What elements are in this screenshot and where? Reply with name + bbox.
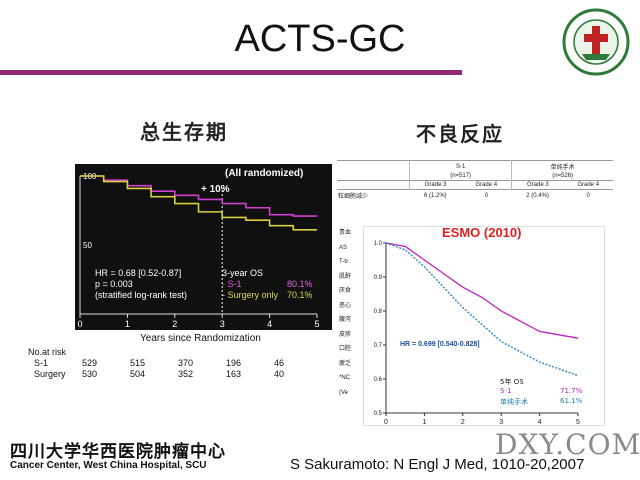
os-heading: 总生存期 bbox=[140, 120, 228, 144]
hospital-logo bbox=[562, 8, 630, 76]
risk-row: S-1 529 515 370 196 46 bbox=[28, 357, 304, 368]
ae-side-label: *NC bbox=[339, 375, 351, 381]
ae-side-labels: 贵血 AS T-b 肌酐厌食恶心腹泻皮疹口腔疲乏 *NC (Ve bbox=[339, 226, 351, 400]
ae-side-label: 恶心 bbox=[339, 302, 352, 309]
risk-cell: 504 bbox=[130, 368, 146, 379]
esmo-y-tick-label: 1.0 bbox=[374, 241, 383, 247]
citation: S Sakuramoto: N Engl J Med, 1010-20,2007 bbox=[290, 456, 585, 473]
esmo-x-tick-label: 2 bbox=[461, 419, 465, 425]
km-y-tick-label: 50 bbox=[83, 241, 92, 250]
ae-cell: 0 bbox=[586, 192, 590, 199]
ae-col-s1-n: (n=517) bbox=[408, 172, 512, 181]
ae-cell: 0 bbox=[484, 192, 489, 199]
risk-cell: 163 bbox=[226, 368, 242, 379]
km-delta: + 10% bbox=[201, 184, 230, 195]
km-surgery-label: - Surgery only bbox=[222, 290, 279, 300]
km-hr: HR = 0.68 [0.52-0.87] bbox=[95, 268, 182, 278]
ae-side-label: 贵血 bbox=[339, 230, 352, 236]
risk-table: No.at risk S-1 529 515 370 196 46 Surger… bbox=[28, 346, 304, 379]
ae-side-label: 肌酐 bbox=[339, 273, 352, 280]
risk-row: Surgery 530 504 352 163 40 bbox=[28, 368, 304, 379]
km-s1-label: - S-1 bbox=[222, 279, 242, 289]
esmo-y-tick-label: 0.7 bbox=[374, 343, 383, 349]
km-s1-value: 80.1% bbox=[287, 279, 313, 289]
km-xlabel: Years since Randomization bbox=[140, 333, 261, 344]
ae-grade3: Grade 3 bbox=[511, 180, 564, 190]
ae-grade4: Grade 4 bbox=[475, 182, 498, 188]
risk-cell: 46 bbox=[274, 357, 285, 368]
km-p: p = 0.003 bbox=[95, 279, 133, 289]
esmo-chart: 0 1 2 3 4 5 1.0 0.9 0.8 0.7 0.6 0.5 ESMO (2010) HR … bbox=[363, 225, 605, 426]
esmo-x-tick-label: 0 bbox=[384, 419, 388, 425]
ae-side-label: 皮疹 bbox=[339, 331, 352, 338]
ae-side-label: 腹泻 bbox=[339, 317, 352, 323]
ae-col-surgery-n: (n=526) bbox=[511, 172, 613, 181]
risk-cell: 352 bbox=[178, 368, 194, 379]
ae-side-label: (Ve bbox=[339, 389, 349, 396]
ae-side-label: 疲乏 bbox=[339, 360, 352, 367]
watermark: DXY.COM bbox=[495, 428, 640, 461]
slide-title: ACTS-GC bbox=[234, 18, 406, 60]
ae-side-label: 厌食 bbox=[339, 288, 352, 294]
risk-cell: 370 bbox=[178, 357, 194, 368]
ae-grade3: Grade 3 bbox=[409, 180, 462, 190]
esmo-x-tick-label: 3 bbox=[499, 419, 503, 425]
km-x-tick-label: 0 bbox=[77, 319, 82, 329]
ae-side-label: 口腔 bbox=[339, 346, 352, 352]
esmo-series-line bbox=[385, 242, 579, 339]
km-x-tick-label: 1 bbox=[125, 319, 130, 329]
esmo-plot: 0 1 2 3 4 5 1.0 0.9 0.8 0.7 0.6 0.5 bbox=[374, 241, 580, 426]
ae-side-label: T-b bbox=[339, 259, 348, 265]
esmo-y-tick-label: 0.8 bbox=[374, 309, 383, 315]
esmo-legend-title: 5年 OS bbox=[500, 378, 524, 386]
km-test: (stratified log-rank test) bbox=[95, 290, 188, 300]
ae-col-surgery: 单纯手术 bbox=[511, 160, 613, 172]
km-x-tick-label: 2 bbox=[172, 319, 177, 329]
ae-heading: 不良反应 bbox=[416, 122, 504, 146]
esmo-series-line bbox=[385, 242, 579, 377]
km-x-tick-label: 5 bbox=[314, 319, 319, 329]
esmo-y-tick-label: 0.5 bbox=[374, 411, 383, 417]
risk-cell: 529 bbox=[82, 357, 98, 368]
esmo-legend-s1: S-1 bbox=[500, 387, 512, 395]
risk-cell: 40 bbox=[274, 368, 285, 379]
ae-cell: 2 (0.4%) bbox=[526, 192, 549, 199]
esmo-legend-s1-value: 71.7% bbox=[560, 387, 583, 395]
risk-cell: 530 bbox=[82, 368, 98, 379]
esmo-legend-surgery: 单纯手术 bbox=[500, 398, 528, 406]
km-x-tick-label: 4 bbox=[267, 319, 272, 329]
footer-institution-cn: 四川大学华西医院肿瘤中心 bbox=[10, 442, 226, 462]
esmo-title: ESMO (2010) bbox=[442, 225, 522, 240]
esmo-y-tick-label: 0.9 bbox=[374, 275, 383, 281]
esmo-legend-surgery-value: 61.1% bbox=[560, 397, 583, 405]
footer-institution-en: Cancer Center, West China Hospital, SCU bbox=[10, 460, 207, 471]
ae-grade4: Grade 4 bbox=[577, 182, 600, 188]
esmo-hr: HR = 0.699 [0.540-0.828] bbox=[400, 341, 480, 348]
os-km-chart: 0 1 2 3 4 5 50 100 (All randomized) + 10% HR = … bbox=[75, 164, 332, 330]
risk-cell: 515 bbox=[130, 357, 146, 368]
km-surgery-value: 70.1% bbox=[287, 290, 313, 300]
risk-row-name: Surgery bbox=[34, 368, 66, 379]
km-series-line bbox=[80, 175, 317, 231]
ae-side-label: AS bbox=[339, 244, 348, 251]
risk-row-name: S-1 bbox=[34, 357, 49, 368]
risk-header: No.at risk bbox=[28, 346, 67, 357]
title-underline bbox=[0, 70, 462, 75]
ae-cell: 6 (1.2%) bbox=[423, 192, 447, 199]
km-header: (All randomized) bbox=[225, 168, 304, 179]
km-os-label: 3-year OS bbox=[222, 268, 264, 278]
esmo-x-tick-label: 1 bbox=[422, 419, 426, 425]
ae-row-label: 粒细胞减少 bbox=[338, 194, 369, 200]
esmo-x-tick-label: 5 bbox=[576, 419, 580, 425]
esmo-y-tick-label: 0.6 bbox=[374, 377, 383, 383]
esmo-x-tick-label: 4 bbox=[538, 419, 542, 425]
km-x-tick-label: 3 bbox=[220, 319, 225, 329]
risk-cell: 196 bbox=[226, 357, 242, 368]
ae-col-s1: S-1 bbox=[408, 160, 512, 172]
